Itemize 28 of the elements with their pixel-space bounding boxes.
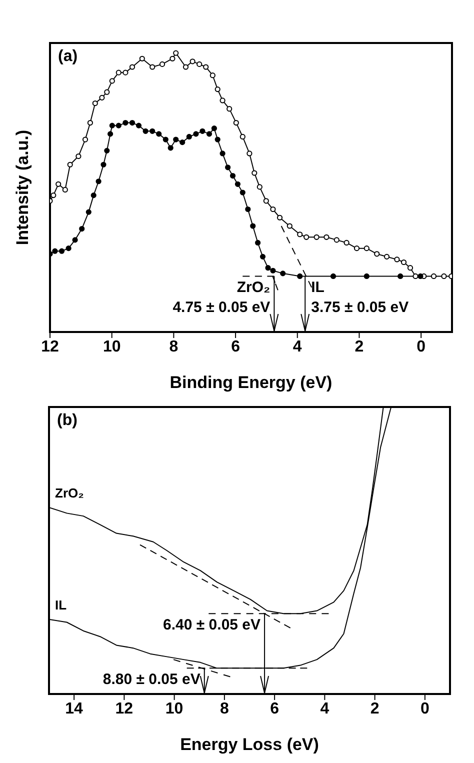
x-tick-label: 2 (370, 700, 380, 718)
x-tick-label: 14 (65, 700, 84, 718)
annotation: 4.75 ± 0.05 eV (172, 299, 270, 316)
x-tick-label: 8 (220, 700, 229, 718)
x-tick-label: 2 (354, 338, 364, 356)
annotation: ZrO₂ (236, 279, 270, 296)
x-tick-label: 10 (165, 700, 184, 718)
x-tick-label: 12 (115, 700, 134, 718)
x-tick-label: 6 (270, 700, 280, 718)
x-tick-label: 10 (102, 338, 121, 356)
chart-title: (a) (58, 48, 78, 65)
x-axis-title: Energy Loss (eV) (180, 735, 319, 754)
x-tick-label: 0 (416, 338, 426, 356)
x-axis-title: Binding Energy (eV) (170, 373, 332, 392)
series-label: ZrO₂ (55, 485, 84, 500)
annotation: 3.75 ± 0.05 eV (311, 299, 409, 316)
annotation: 6.40 ± 0.05 eV (163, 616, 261, 634)
x-tick-label: 6 (231, 338, 240, 356)
x-tick-label: 4 (320, 700, 330, 718)
x-tick-label: 0 (420, 700, 430, 718)
series-label: IL (55, 597, 67, 612)
chart-title: (b) (57, 412, 78, 429)
x-tick-label: 12 (41, 338, 59, 356)
y-axis-title: Intensity (a.u.) (13, 130, 32, 246)
annotation: 8.80 ± 0.05 eV (102, 671, 200, 688)
x-tick-label: 8 (169, 338, 178, 356)
x-tick-label: 4 (292, 338, 302, 356)
annotation: IL (311, 279, 324, 296)
